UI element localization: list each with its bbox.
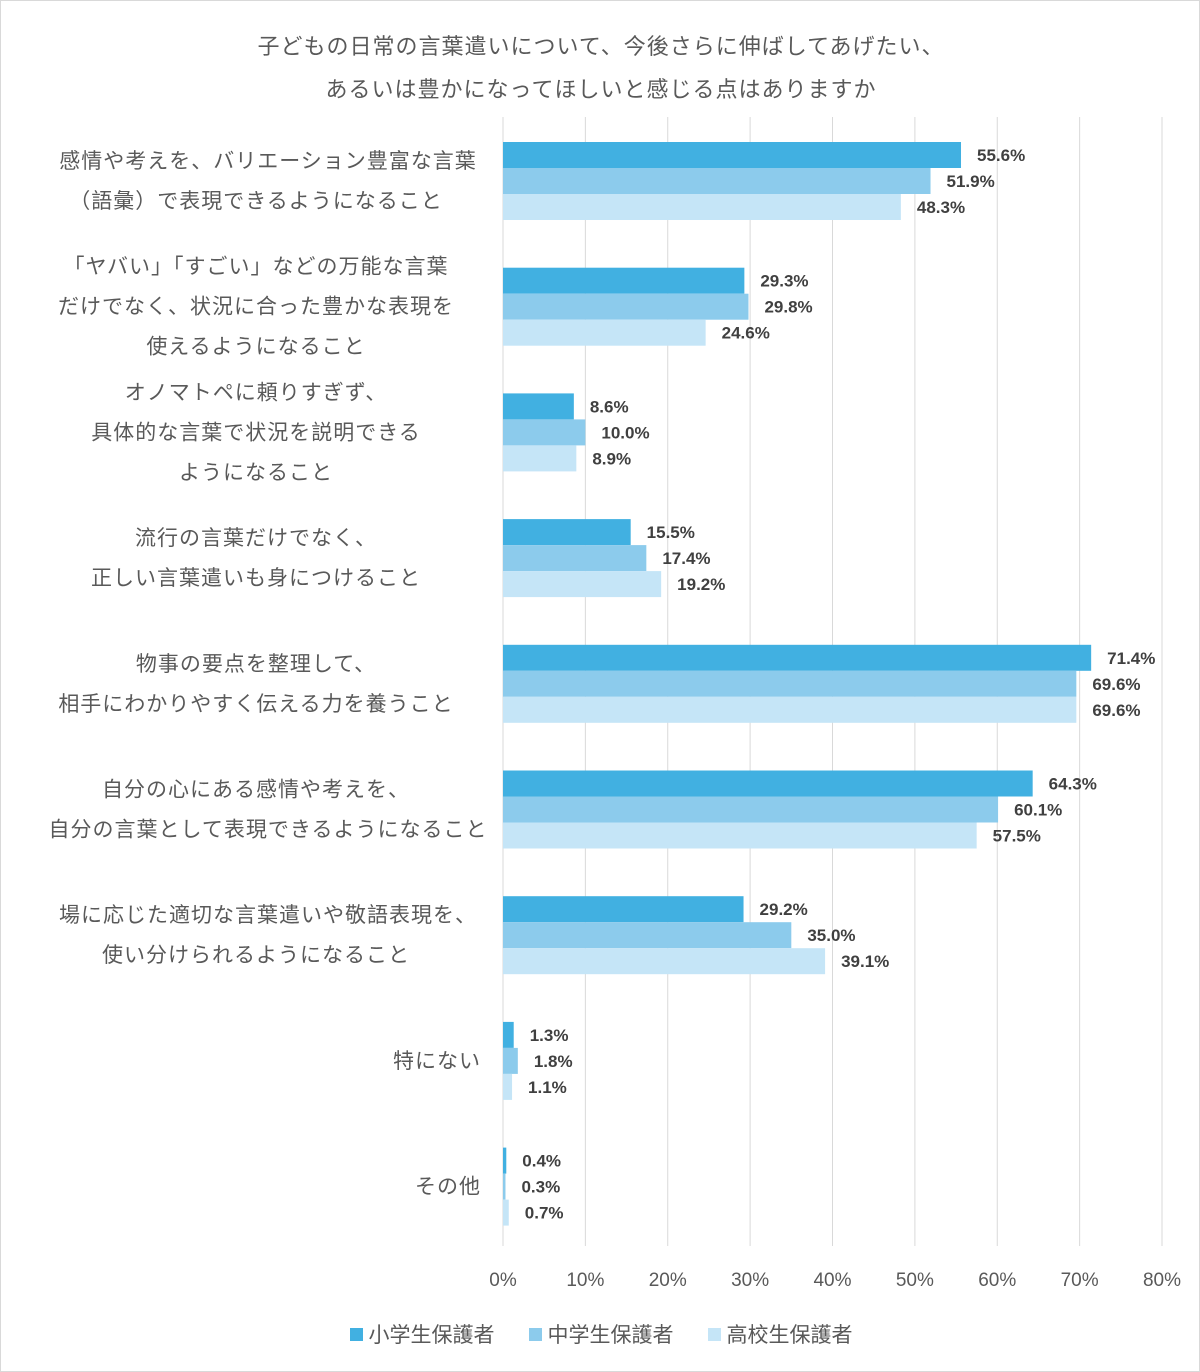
x-tick-label: 20% [649, 1270, 687, 1291]
bar [503, 1021, 514, 1048]
category-label: その他 [415, 1175, 481, 1199]
bar-chart: 0% 10% 20% 30% 40% 50% 60% 70% 80% 感情や考えを、バリエーション… [49, 117, 1181, 1291]
bar [503, 1199, 509, 1226]
bar [503, 896, 744, 923]
category-label: 相手にわかりやすく伝える力を養うこと [58, 692, 453, 716]
x-tick-label: 60% [978, 1270, 1016, 1291]
data-label: 71.4% [1107, 649, 1155, 668]
x-tick-label: 70% [1061, 1270, 1099, 1291]
bar [503, 1047, 518, 1074]
data-label: 1.8% [534, 1052, 573, 1071]
data-label: 69.6% [1092, 701, 1140, 720]
x-tick-label: 10% [566, 1270, 604, 1291]
bar [503, 1173, 506, 1200]
category-label: ようになること [179, 460, 333, 484]
legend-swatch-high-school [707, 1327, 721, 1341]
data-label: 8.9% [592, 449, 631, 468]
category-label: 使えるようになること [146, 335, 365, 359]
data-label: 60.1% [1014, 801, 1062, 820]
category-label: 特にない [393, 1049, 481, 1073]
bar [503, 1073, 513, 1100]
x-tick-label: 30% [731, 1270, 769, 1291]
data-label: 29.3% [760, 272, 808, 291]
category-label: （語彙）で表現できるようになること [69, 189, 443, 213]
bar [503, 796, 999, 823]
legend: 小学生保護者 中学生保護者 高校生保護者 [1, 1319, 1200, 1349]
bar [503, 194, 901, 220]
bar [503, 822, 977, 849]
data-label: 10.0% [601, 423, 649, 442]
data-label: 39.1% [841, 952, 889, 971]
data-label: 1.1% [528, 1078, 567, 1097]
data-label: 64.3% [1049, 775, 1097, 794]
category-label: 場に応じた適切な言葉遣いや敬語表現を、 [59, 903, 477, 927]
data-label: 35.0% [807, 926, 855, 945]
data-label: 29.8% [764, 298, 812, 317]
bar [503, 922, 792, 949]
bar [503, 545, 647, 572]
data-label: 51.9% [947, 172, 995, 191]
data-label: 17.4% [662, 549, 710, 568]
x-tick-label: 0% [489, 1270, 517, 1291]
chart-title-line-1: 子どもの日常の言葉遣いについて、今後さらに伸ばしてあげたい、 [257, 35, 945, 60]
legend-label-high-school: 高校生保護者 [726, 1323, 853, 1347]
bar [503, 445, 577, 472]
legend-label-elementary: 小学生保護者 [368, 1323, 495, 1347]
category-label: 具体的な言葉で状況を説明できる [91, 420, 421, 444]
legend-item-elementary: 小学生保護者 [349, 1319, 495, 1349]
chart-title-line-2: あるいは豊かになってほしいと感じる点はありますか [325, 78, 877, 103]
bar [503, 770, 1033, 797]
category-label: 感情や考えを、バリエーション豊富な言葉 [59, 149, 477, 173]
bar [503, 267, 745, 294]
data-label: 1.3% [530, 1026, 569, 1045]
legend-item-junior-high: 中学生保護者 [528, 1319, 674, 1349]
bar [503, 670, 1077, 697]
data-label: 57.5% [993, 827, 1041, 846]
data-label: 29.2% [760, 900, 808, 919]
bar [503, 571, 662, 598]
bar [503, 393, 574, 420]
category-label: だけでなく、状況に合った豊かな表現を [58, 295, 454, 319]
category-label: 使い分けられるようになること [102, 943, 410, 967]
data-label: 55.6% [977, 146, 1025, 165]
bar [503, 644, 1092, 671]
bar [503, 168, 931, 194]
data-label: 0.4% [522, 1152, 561, 1171]
category-label: 自分の心にある感情や考えを、 [102, 778, 410, 802]
legend-swatch-elementary [349, 1327, 363, 1341]
x-tick-label: 80% [1143, 1270, 1181, 1291]
data-label: 48.3% [917, 198, 965, 217]
bar [503, 419, 586, 446]
x-tick-label: 50% [896, 1270, 934, 1291]
data-label: 0.7% [525, 1204, 564, 1223]
category-label: 「ヤバい」「すごい」などの万能な言葉 [63, 255, 448, 279]
bar [503, 142, 962, 168]
legend-label-junior-high: 中学生保護者 [547, 1323, 674, 1347]
category-label: オノマトペに頼りすぎず、 [125, 380, 388, 404]
legend-swatch-junior-high [528, 1327, 542, 1341]
legend-item-high-school: 高校生保護者 [707, 1319, 853, 1349]
bar [503, 948, 826, 975]
bar [503, 696, 1077, 723]
bar [503, 293, 749, 320]
data-label: 15.5% [647, 523, 695, 542]
category-label: 物事の要点を整理して、 [136, 652, 376, 676]
x-tick-label: 40% [813, 1270, 851, 1291]
data-label: 24.6% [722, 324, 770, 343]
category-label: 自分の言葉として表現できるようになること [49, 818, 488, 842]
bar [503, 319, 706, 346]
data-label: 8.6% [590, 397, 629, 416]
bar [503, 519, 631, 546]
data-label: 69.6% [1092, 675, 1140, 694]
bar [503, 1147, 507, 1174]
data-label: 0.3% [521, 1178, 560, 1197]
data-label: 19.2% [677, 575, 725, 594]
category-label: 正しい言葉遣いも身につけること [91, 566, 421, 590]
category-label: 流行の言葉だけでなく、 [135, 526, 377, 550]
